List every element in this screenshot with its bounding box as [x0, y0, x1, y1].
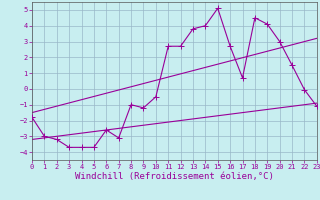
X-axis label: Windchill (Refroidissement éolien,°C): Windchill (Refroidissement éolien,°C) — [75, 172, 274, 181]
